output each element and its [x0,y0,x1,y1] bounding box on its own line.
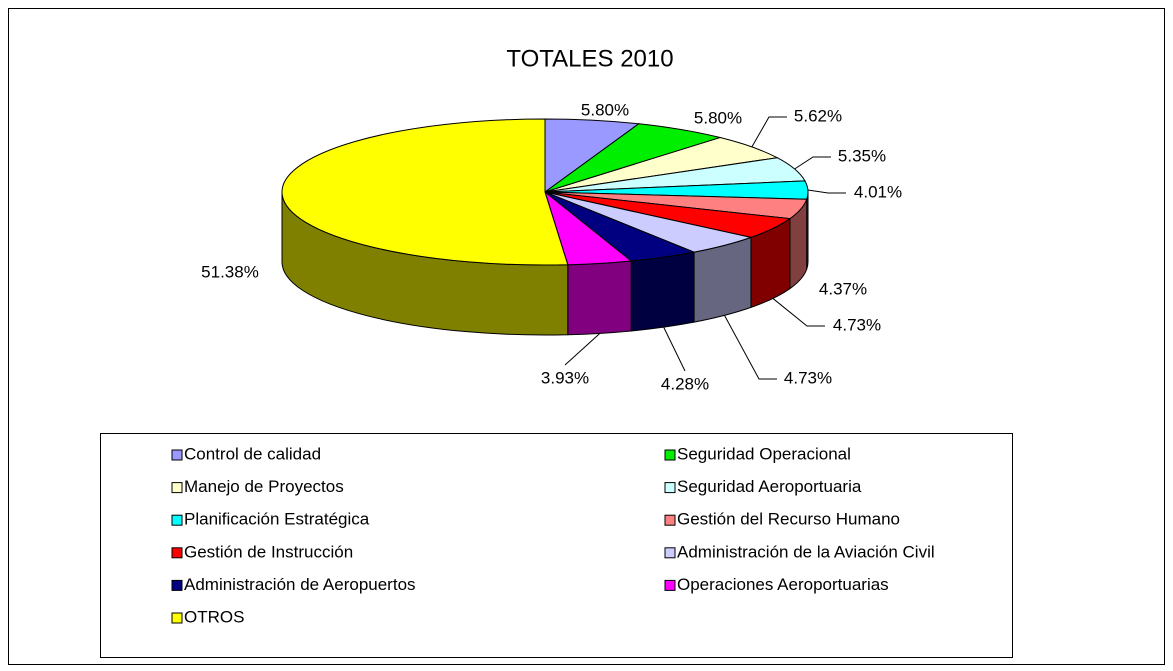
leader-line [564,333,601,366]
legend-label: Seguridad Aeroportuaria [677,477,862,496]
pie-slice-side [630,251,695,332]
legend-swatch [171,449,183,461]
leader-line [807,189,846,194]
data-label: 51.38% [201,262,259,281]
legend-label: Manejo de Proyectos [184,477,344,496]
legend-swatch [171,514,183,526]
legend-swatch [171,612,183,624]
legend-swatch [664,449,676,461]
legend-swatch [664,482,676,494]
legend-swatch [171,579,183,591]
data-label: 5.62% [794,106,842,125]
data-label: 4.28% [661,374,709,393]
data-label: 5.80% [581,100,629,119]
leader-line [663,326,686,372]
legend-swatch [664,547,676,559]
legend-label: Control de calidad [184,444,321,463]
legend-label: Gestión del Recurso Humano [677,510,900,529]
legend-label: Seguridad Operacional [677,444,851,463]
leader-line [724,315,777,380]
data-label: 5.35% [838,146,886,165]
data-label: 3.93% [541,368,589,387]
legend-label: Operaciones Aeroportuarias [677,575,889,594]
legend-label: OTROS [184,607,244,626]
pie-slice-side [567,260,632,336]
legend-swatch [171,547,183,559]
leader-line [772,298,825,327]
legend-swatch [664,514,676,526]
chart-title: TOTALES 2010 [506,45,673,72]
leader-line [794,156,831,170]
data-label: 4.73% [784,368,832,387]
data-label: 5.80% [694,108,742,127]
legend-label: Administración de la Aviación Civil [677,542,935,561]
legend-box [100,433,1013,658]
legend-label: Administración de Aeropuertos [184,575,416,594]
legend-label: Planificación Estratégica [184,510,370,529]
data-label: 4.01% [854,182,902,201]
pie-slice [281,118,569,266]
legend-swatch [664,579,676,591]
leader-line [751,116,787,148]
data-label: 4.73% [833,315,881,334]
legend-swatch [171,482,183,494]
legend-label: Gestión de Instrucción [184,542,353,561]
data-label: 4.37% [819,279,867,298]
